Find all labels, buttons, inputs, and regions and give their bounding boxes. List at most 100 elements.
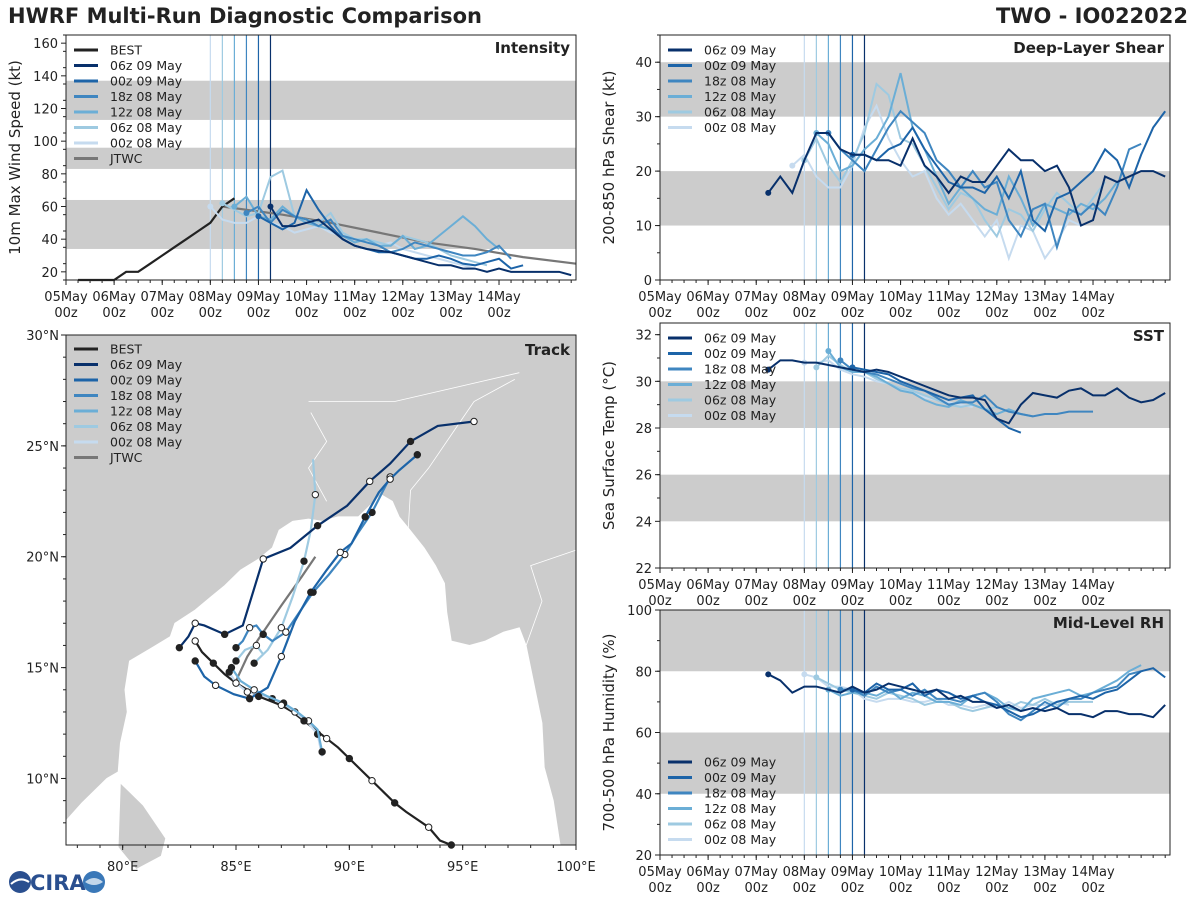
track-position-dot: [259, 555, 267, 563]
intensity-xtick-hour: 00z: [247, 306, 271, 321]
intensity-init-marker: [231, 203, 238, 210]
sst-ytick-label: 26: [635, 469, 652, 484]
intensity-init-marker: [243, 210, 250, 217]
rh-xtick-day: 06May: [686, 865, 730, 880]
track-position-dot: [175, 643, 184, 652]
logo-text: CIRA: [30, 871, 86, 895]
intensity-xtick-hour: 00z: [343, 306, 367, 321]
track-position-dot: [191, 657, 199, 665]
track-position-dot: [250, 659, 258, 667]
track-position-dot: [245, 623, 254, 632]
sst-init-marker: [837, 357, 844, 364]
track-best-dot: [424, 823, 433, 831]
track-best-dot: [345, 754, 354, 763]
sst-frame: [659, 322, 1171, 569]
shear-xtick-day: 07May: [735, 290, 779, 305]
rh-xtick-hour: 00z: [889, 881, 913, 896]
rh-xtick-day: 11May: [927, 865, 971, 880]
track-ytick-label: 10°N: [26, 772, 59, 787]
intensity-ytick-label: 160: [33, 37, 58, 52]
shear-series-line: [767, 132, 1166, 227]
track-legend-label: 18z 08 May: [110, 388, 183, 403]
track-frame: [65, 334, 577, 846]
intensity-init-marker: [255, 213, 262, 220]
shear-title: Deep-Layer Shear: [1013, 39, 1164, 57]
rh-xtick-day: 08May: [783, 865, 827, 880]
sst-series-line: [839, 359, 1094, 418]
track-position-dot: [307, 588, 315, 596]
intensity-xtick-hour: 00z: [391, 306, 415, 321]
sst-init-marker: [813, 364, 820, 371]
rh-ytick-label: 60: [635, 727, 652, 742]
shear-xtick-hour: 00z: [1033, 306, 1057, 321]
track-legend-label: 00z 09 May: [110, 373, 183, 388]
rh-xtick-hour: 00z: [745, 881, 769, 896]
rh-xtick-day: 12May: [975, 865, 1019, 880]
shear-xtick-hour: 00z: [985, 306, 1009, 321]
rh-chart: 2040608010005May00z06May00z07May00z08May…: [600, 604, 1171, 896]
shear-xtick-day: 09May: [831, 290, 875, 305]
track-ytick-label: 30°N: [26, 329, 59, 344]
track-xtick-label: 90°E: [334, 860, 365, 875]
intensity-xtick-hour: 00z: [487, 306, 511, 321]
rh-legend-label: 12z 08 May: [704, 801, 777, 816]
intensity-legend-label: 12z 08 May: [110, 105, 183, 120]
track-border: [308, 372, 520, 402]
track-border: [525, 549, 577, 646]
rh-series-line: [767, 673, 1166, 719]
shear-ylabel: 200-850 hPa Shear (kt): [600, 71, 618, 245]
rh-band: [660, 732, 1170, 794]
rh-series-line: [840, 670, 1142, 722]
track-title: Track: [525, 341, 571, 359]
track-best-dot: [368, 776, 376, 785]
intensity-xtick-day: 09May: [237, 290, 281, 305]
track-legend-label: 00z 08 May: [110, 435, 183, 450]
track-position-dot: [232, 643, 240, 652]
sst-xtick-hour: 00z: [985, 594, 1009, 609]
rh-legend-label: 00z 08 May: [704, 832, 777, 847]
track-map: 80°E 85°E 90°E 95°E 100°E 10°N 15°N 20°N 25°N 30°…: [26, 329, 596, 875]
sst-xtick-day: 11May: [927, 578, 971, 593]
intensity-xtick-hour: 00z: [199, 306, 223, 321]
intensity-init-marker: [207, 203, 214, 210]
shear-legend-label: 00z 09 May: [704, 58, 777, 73]
track-ytick-label: 15°N: [26, 662, 59, 677]
track-best-dot: [277, 701, 286, 710]
sst-xtick-day: 08May: [783, 578, 827, 593]
sst-xtick-hour: 00z: [648, 594, 672, 609]
intensity-jtwc-line: [222, 205, 577, 265]
sst-xtick-hour: 00z: [1033, 594, 1057, 609]
intensity-legend-label: 00z 09 May: [110, 74, 183, 89]
track-border: [407, 378, 515, 528]
sst-series-line: [767, 359, 1166, 425]
shear-xtick-day: 08May: [783, 290, 827, 305]
track-position-dot: [277, 623, 286, 632]
track-position-dot: [250, 686, 258, 694]
sst-xtick-hour: 00z: [889, 594, 913, 609]
sst-legend-label: 00z 09 May: [704, 346, 777, 361]
sst-ytick-label: 22: [635, 562, 652, 577]
track-position-dot: [259, 630, 267, 639]
track-xtick-label: 80°E: [107, 860, 138, 875]
intensity-legend-label: JTWC: [109, 151, 143, 166]
shear-band: [660, 171, 1170, 226]
shear-ytick-label: 20: [635, 165, 652, 180]
shear-xtick-hour: 00z: [793, 306, 817, 321]
intensity-title: Intensity: [495, 39, 571, 57]
intensity-xtick-day: 08May: [189, 290, 233, 305]
intensity-chart: 2040608010012014016005May00z06May00z07Ma…: [6, 34, 577, 321]
sst-xtick-day: 12May: [975, 578, 1019, 593]
track-position-dot: [386, 475, 394, 483]
track-legend-label: 06z 09 May: [110, 357, 183, 372]
track-best-dot: [390, 799, 399, 807]
intensity-ytick-label: 20: [41, 266, 58, 281]
sst-chart: 22242628303205May00z06May00z07May00z08Ma…: [600, 322, 1171, 609]
rh-init-marker: [801, 671, 808, 678]
sst-ylabel: Sea Surface Temp (°C): [600, 361, 618, 530]
track-xtick-label: 100°E: [556, 860, 596, 875]
track-ytick-label: 25°N: [26, 440, 59, 455]
track-border: [308, 412, 328, 502]
intensity-legend-label: BEST: [110, 43, 142, 58]
track-jtwc-line: [235, 556, 317, 682]
track-ytick-label: 20°N: [26, 551, 59, 566]
